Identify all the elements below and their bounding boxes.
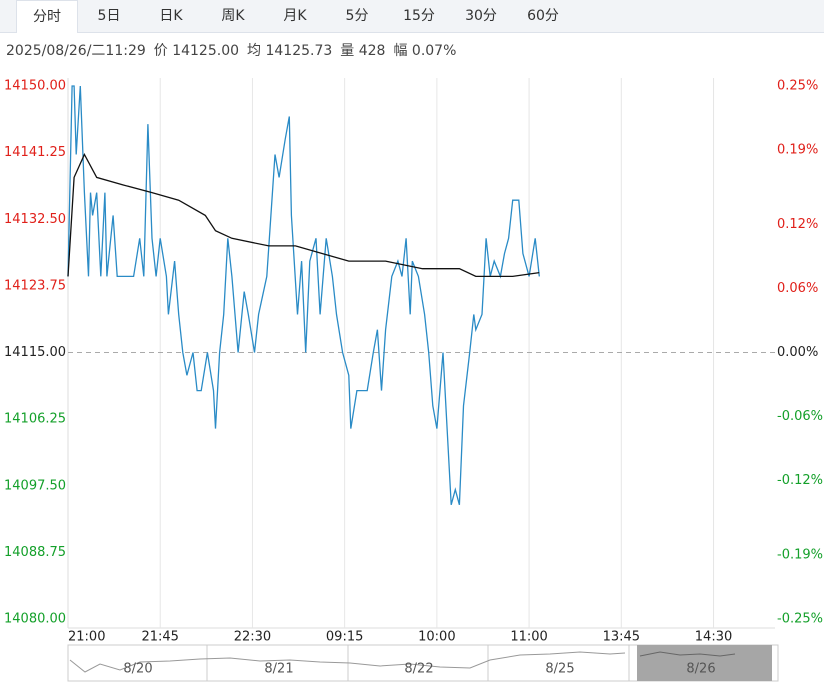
y-tick-label: 14141.25: [4, 145, 66, 160]
navigator-date: 8/20: [123, 662, 152, 677]
y-tick-label: 14097.50: [4, 478, 66, 493]
info-item: 价 14125.00: [153, 43, 240, 59]
navigator-sparkline: [69, 651, 626, 673]
y2-tick-label: -0.12%: [777, 473, 823, 488]
y-tick-label: 14132.50: [4, 212, 66, 227]
x-tick-label: 22:30: [234, 630, 271, 645]
y2-tick-label: -0.19%: [777, 548, 823, 563]
x-tick-label: 09:15: [326, 630, 363, 645]
info-item: 均 14125.73: [247, 43, 333, 59]
tab[interactable]: 5日: [97, 8, 121, 24]
tab[interactable]: 周K: [221, 8, 245, 24]
y-tick-label: 14150.00: [4, 79, 66, 94]
tab[interactable]: 5分: [345, 8, 369, 24]
y2-tick-label: 0.19%: [777, 142, 818, 157]
navigator: [67, 644, 779, 682]
tab[interactable]: 日K: [159, 8, 183, 24]
y-tick-label: 14115.00: [4, 345, 66, 360]
tab[interactable]: 60分: [527, 8, 559, 24]
tab-bar: 分时 5日 日K 周K 月K 5分 15分 30分 60分: [0, 0, 824, 33]
x-tick-label: 11:00: [510, 630, 547, 645]
y2-tick-label: -0.25%: [777, 612, 823, 627]
info-item: 量 428: [340, 43, 386, 59]
average-line: [67, 153, 540, 278]
x-tick-label: 21:00: [68, 630, 105, 645]
navigator-selection[interactable]: [637, 645, 772, 681]
navigator-sparkline: [639, 651, 736, 657]
x-tick-label: 14:30: [695, 630, 732, 645]
x-tick-label: 13:45: [603, 630, 640, 645]
y2-tick-label: 0.12%: [777, 217, 818, 232]
tab[interactable]: 30分: [465, 8, 497, 24]
y2-tick-label: 0.06%: [777, 281, 818, 296]
price-line: [67, 85, 540, 505]
navigator-date: 8/26: [686, 662, 715, 677]
y-tick-label: 14088.75: [4, 545, 66, 560]
quote-info: 2025/08/26/二11:29 价 14125.00 均 14125.73 量 4…: [6, 40, 464, 60]
x-tick-label: 21:45: [141, 630, 178, 645]
tab[interactable]: 15分: [403, 8, 435, 24]
y-tick-label: 14106.25: [4, 412, 66, 427]
info-item: 幅 0.07%: [393, 43, 457, 59]
navigator-date: 8/22: [404, 662, 433, 677]
x-tick-label: 10:00: [418, 630, 455, 645]
navigator-date: 8/21: [264, 662, 293, 677]
y-tick-label: 14080.00: [4, 612, 66, 627]
y2-tick-label: 0.00%: [777, 345, 818, 360]
y2-tick-label: -0.06%: [777, 409, 823, 424]
info-item: 2025/08/26/二11:29: [6, 43, 146, 59]
navigator-date: 8/25: [545, 662, 574, 677]
y-tick-label: 14123.75: [4, 278, 66, 293]
tab[interactable]: 分时: [16, 0, 78, 33]
y2-tick-label: 0.25%: [777, 79, 818, 94]
tab[interactable]: 月K: [283, 8, 307, 24]
